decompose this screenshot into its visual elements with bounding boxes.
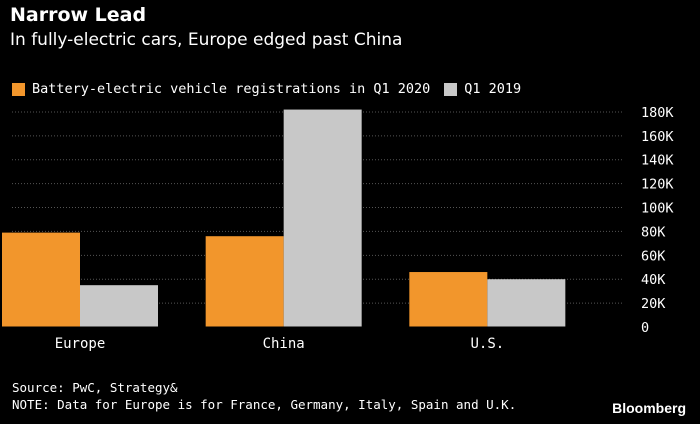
x-category-label: Europe bbox=[55, 336, 106, 352]
bloomberg-logo: Bloomberg bbox=[612, 400, 686, 416]
y-tick-label: 80K bbox=[641, 224, 666, 240]
y-tick-label: 100K bbox=[641, 201, 674, 217]
source-text: Source: PwC, Strategy& bbox=[12, 380, 178, 395]
bar-europe-series-1 bbox=[2, 232, 80, 327]
x-category-label: China bbox=[263, 336, 305, 352]
y-tick-label: 160K bbox=[641, 129, 674, 145]
chart-title: Narrow Lead bbox=[10, 4, 147, 26]
legend: Battery-electric vehicle registrations i… bbox=[12, 81, 535, 97]
y-tick-label: 180K bbox=[641, 105, 674, 121]
x-category-label: U.S. bbox=[470, 336, 504, 352]
y-tick-label: 40K bbox=[641, 272, 666, 288]
y-tick-label: 120K bbox=[641, 177, 674, 193]
chart-subtitle: In fully-electric cars, Europe edged pas… bbox=[10, 30, 403, 50]
y-tick-label: 60K bbox=[641, 248, 666, 264]
legend-item-2020: Battery-electric vehicle registrations i… bbox=[12, 81, 430, 97]
note-text: NOTE: Data for Europe is for France, Ger… bbox=[12, 397, 517, 412]
y-tick-label: 140K bbox=[641, 153, 674, 169]
legend-item-2019: Q1 2019 bbox=[444, 81, 521, 97]
legend-label-2020: Battery-electric vehicle registrations i… bbox=[32, 81, 431, 97]
source-notes: Source: PwC, Strategy& NOTE: Data for Eu… bbox=[12, 379, 516, 413]
legend-swatch-2020 bbox=[12, 82, 25, 96]
bar-china-series-1 bbox=[205, 236, 284, 327]
legend-swatch-2019 bbox=[444, 82, 458, 96]
y-tick-label: 20K bbox=[641, 296, 666, 312]
bar-china-series-2 bbox=[283, 109, 362, 327]
y-tick-label: 0 bbox=[641, 320, 649, 336]
bar-us-series-1 bbox=[409, 272, 488, 327]
bar-europe-series-2 bbox=[80, 285, 158, 327]
legend-label-2019: Q1 2019 bbox=[464, 81, 522, 97]
bar-us-series-2 bbox=[487, 279, 566, 327]
